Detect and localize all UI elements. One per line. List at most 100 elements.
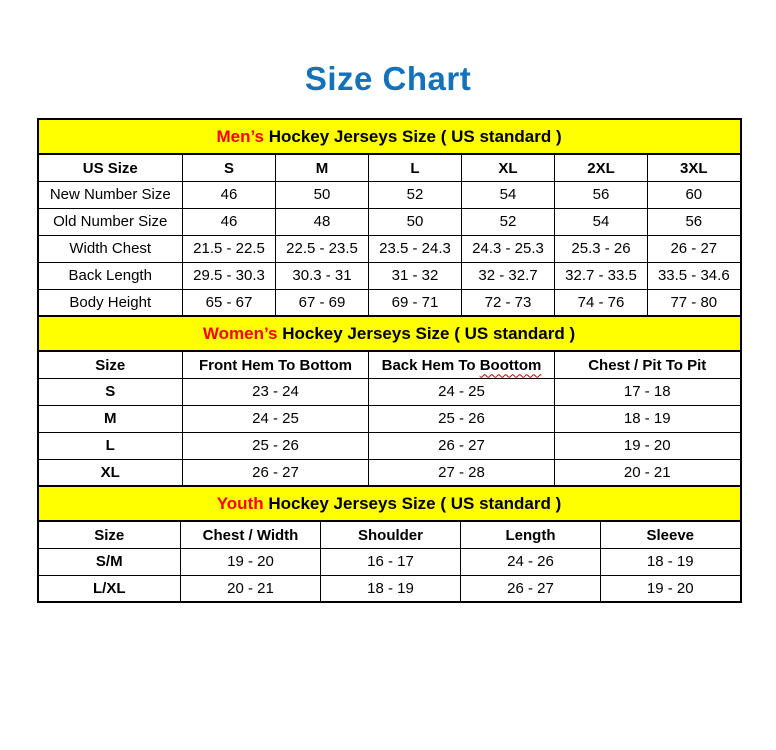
column-header: XL — [461, 153, 555, 182]
size-value: 22.5 - 23.5 — [275, 234, 369, 263]
size-value: 25 - 26 — [368, 404, 555, 433]
size-value: 26 - 27 — [460, 574, 601, 603]
row-label: L — [37, 431, 183, 460]
size-value: 18 - 19 — [553, 404, 742, 433]
womens-section-title: Women’s Hockey Jerseys Size ( US standar… — [36, 315, 742, 353]
row-label: Back Length — [37, 261, 183, 290]
size-value: 20 - 21 — [180, 574, 321, 603]
column-header: L — [368, 153, 462, 182]
column-header: Shoulder — [320, 520, 461, 549]
size-value: 32.7 - 33.5 — [554, 261, 648, 290]
size-value: 77 - 80 — [646, 288, 742, 317]
column-header: M — [275, 153, 369, 182]
table-row: Width Chest 21.5 - 22.5 22.5 - 23.5 23.5 - … — [37, 234, 742, 263]
size-value: 30.3 - 31 — [275, 261, 369, 290]
column-header: Sleeve — [600, 520, 741, 549]
mens-title-rest: Hockey Jerseys Size ( US standard ) — [264, 126, 562, 146]
size-value: 24 - 25 — [182, 404, 369, 433]
column-header: Size — [37, 350, 183, 379]
size-value: 18 - 19 — [600, 547, 741, 576]
youth-size-table: Youth Hockey Jerseys Size ( US standard … — [36, 485, 742, 604]
table-row: S 23 - 24 24 - 25 17 - 18 — [37, 377, 742, 406]
row-label: Body Height — [37, 288, 183, 317]
size-value: 48 — [275, 207, 369, 236]
column-header: Chest / Pit To Pit — [553, 350, 742, 379]
size-value: 25.3 - 26 — [554, 234, 648, 263]
size-value: 67 - 69 — [275, 288, 369, 317]
column-header: Length — [460, 520, 601, 549]
row-label: S/M — [37, 547, 181, 576]
size-value: 29.5 - 30.3 — [182, 261, 276, 290]
table-row: Body Height 65 - 67 67 - 69 69 - 71 72 - 73 7… — [37, 288, 742, 317]
size-value: 52 — [368, 180, 462, 209]
youth-section-band: Youth Hockey Jerseys Size ( US standard … — [37, 485, 741, 523]
column-header: Back Hem To Boottom — [368, 350, 555, 379]
size-chart-tables: Men’s Hockey Jerseys Size ( US standard … — [36, 118, 742, 604]
womens-title-highlight: Women’s — [202, 323, 278, 343]
table-row: L/XL 20 - 21 18 - 19 26 - 27 19 - 20 — [37, 574, 741, 603]
mens-size-table: Men’s Hockey Jerseys Size ( US standard … — [36, 118, 742, 318]
size-value: 46 — [182, 207, 276, 236]
size-value: 26 - 27 — [368, 431, 555, 460]
mens-section-title: Men’s Hockey Jerseys Size ( US standard … — [36, 118, 742, 156]
size-value: 56 — [554, 180, 648, 209]
size-value: 72 - 73 — [461, 288, 555, 317]
size-value: 24 - 26 — [460, 547, 601, 576]
column-header: 3XL — [646, 153, 742, 182]
size-value: 24.3 - 25.3 — [461, 234, 555, 263]
youth-table-body: Youth Hockey Jerseys Size ( US standard … — [37, 485, 741, 603]
mens-table-body: Men’s Hockey Jerseys Size ( US standard … — [36, 118, 742, 317]
column-header: US Size — [37, 153, 183, 182]
column-header: Size — [37, 520, 181, 549]
size-value: 19 - 20 — [600, 574, 741, 603]
size-value: 32 - 32.7 — [461, 261, 555, 290]
size-value: 60 — [646, 180, 742, 209]
table-row: Back Length 29.5 - 30.3 30.3 - 31 31 - 32 32… — [37, 261, 742, 290]
size-value: 74 - 76 — [554, 288, 648, 317]
column-header-row: Size Front Hem To Bottom Back Hem To Boott… — [37, 350, 742, 379]
misspelled-word: Boottom — [479, 356, 542, 374]
row-label: Old Number Size — [37, 207, 183, 236]
row-label: Width Chest — [37, 234, 183, 263]
size-value: 50 — [275, 180, 369, 209]
size-value: 18 - 19 — [320, 574, 461, 603]
womens-size-table: Women’s Hockey Jerseys Size ( US standar… — [36, 315, 742, 488]
table-row: XL 26 - 27 27 - 28 20 - 21 — [37, 458, 742, 487]
row-label: New Number Size — [37, 180, 183, 209]
size-value: 69 - 71 — [368, 288, 462, 317]
row-label: XL — [37, 458, 183, 487]
size-value: 24 - 25 — [368, 377, 555, 406]
mens-title-highlight: Men’s — [216, 126, 264, 146]
womens-table-body: Women’s Hockey Jerseys Size ( US standar… — [36, 315, 742, 487]
size-value: 16 - 17 — [320, 547, 461, 576]
row-label: S — [37, 377, 183, 406]
column-header: Chest / Width — [180, 520, 321, 549]
column-header: S — [182, 153, 276, 182]
row-label: L/XL — [37, 574, 181, 603]
size-value: 46 — [182, 180, 276, 209]
mens-section-band: Men’s Hockey Jerseys Size ( US standard … — [36, 118, 742, 156]
table-row: L 25 - 26 26 - 27 19 - 20 — [37, 431, 742, 460]
size-value: 20 - 21 — [553, 458, 742, 487]
page-title: Size Chart — [304, 60, 472, 97]
column-header-row: US Size S M L XL 2XL 3XL — [37, 153, 742, 182]
size-value: 33.5 - 34.6 — [646, 261, 742, 290]
size-value: 27 - 28 — [368, 458, 555, 487]
size-value: 26 - 27 — [182, 458, 369, 487]
table-row: New Number Size 46 50 52 54 56 60 — [37, 180, 742, 209]
size-value: 26 - 27 — [646, 234, 742, 263]
youth-title-rest: Hockey Jerseys Size ( US standard ) — [263, 493, 562, 513]
column-header-row: Size Chest / Width Shoulder Length Sleeve — [37, 520, 741, 549]
table-row: Old Number Size 46 48 50 52 54 56 — [37, 207, 742, 236]
table-row: S/M 19 - 20 16 - 17 24 - 26 18 - 19 — [37, 547, 741, 576]
size-value: 65 - 67 — [182, 288, 276, 317]
size-value: 19 - 20 — [553, 431, 742, 460]
size-value: 23.5 - 24.3 — [368, 234, 462, 263]
youth-section-title: Youth Hockey Jerseys Size ( US standard … — [37, 485, 741, 523]
table-row: M 24 - 25 25 - 26 18 - 19 — [37, 404, 742, 433]
column-header: Front Hem To Bottom — [182, 350, 369, 379]
size-value: 54 — [461, 180, 555, 209]
size-value: 23 - 24 — [182, 377, 369, 406]
size-value: 52 — [461, 207, 555, 236]
size-value: 50 — [368, 207, 462, 236]
